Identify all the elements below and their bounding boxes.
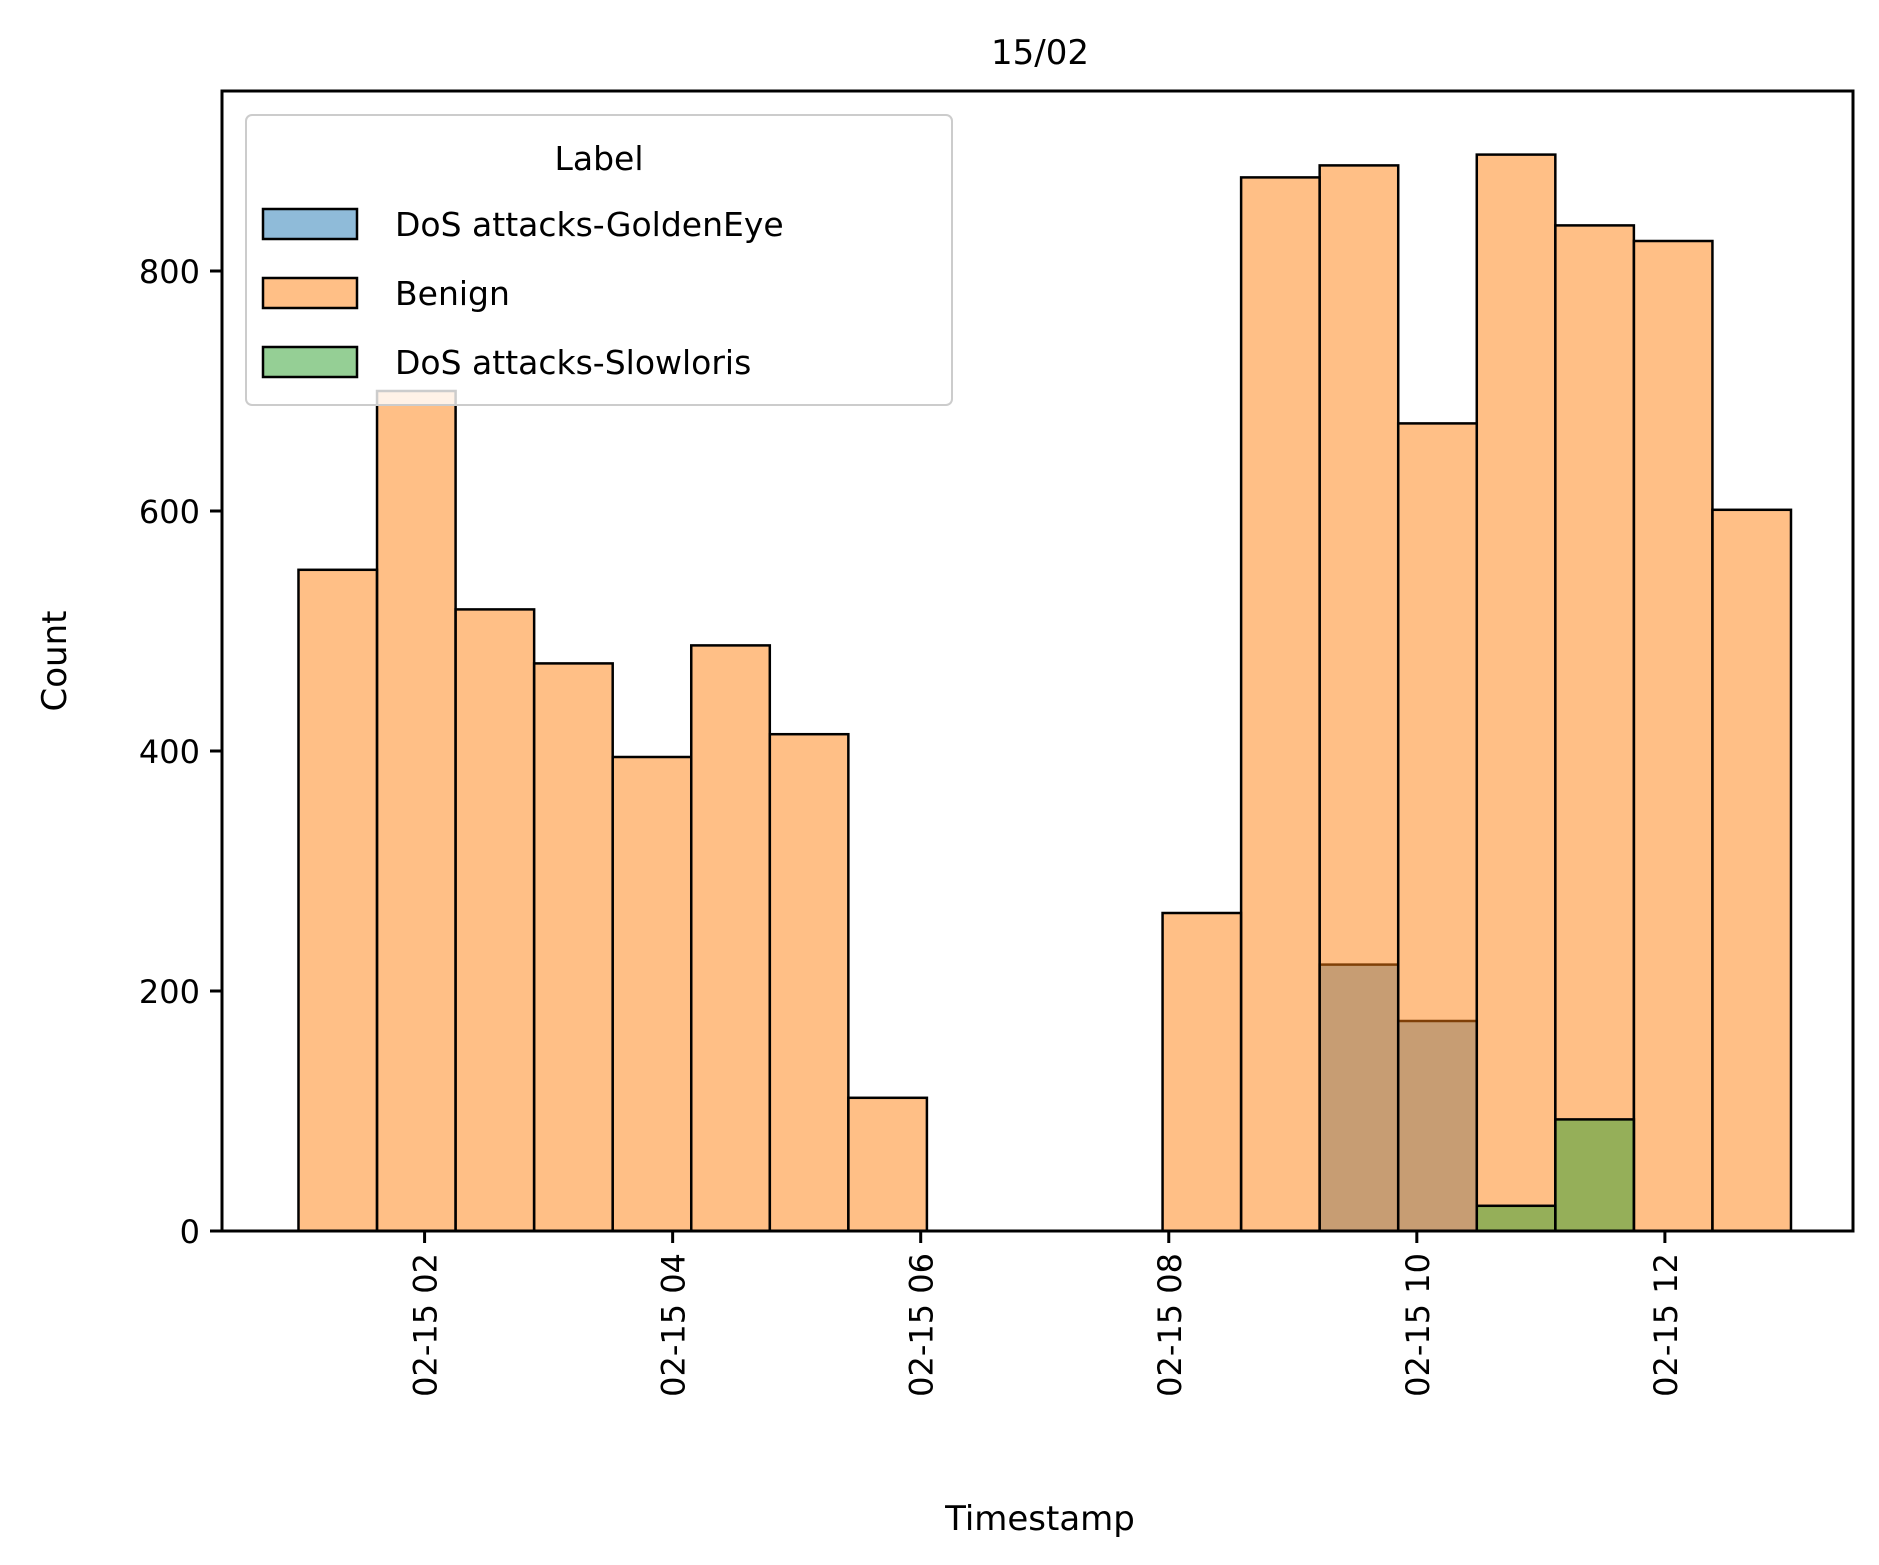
legend-box [245, 114, 953, 406]
bar-benign [454, 608, 536, 1233]
legend-label: DoS attacks-GoldenEye [395, 205, 784, 244]
bar-dos-attacks-slowloris [1554, 1118, 1636, 1233]
bar-benign [1161, 911, 1243, 1233]
chart-title: 15/02 [991, 33, 1089, 73]
bar-benign [1475, 153, 1557, 1233]
x-tick-label: 02-15 12 [1647, 1253, 1685, 1397]
x-tick-label: 02-15 02 [407, 1253, 445, 1397]
bar-benign [1632, 239, 1714, 1233]
bar-benign [1239, 176, 1321, 1233]
y-axis: 0 200 400 600 800 [139, 253, 222, 1251]
legend-swatch [261, 207, 359, 241]
x-axis: 02-15 02 02-15 04 02-15 06 02-15 08 02-15 10… [407, 1231, 1685, 1397]
legend-items: DoS attacks-GoldenEye Benign DoS attacks-S… [261, 205, 784, 382]
y-tick-label: 400 [139, 733, 200, 771]
bar-benign [611, 755, 693, 1233]
y-tick-label: 600 [139, 493, 200, 531]
bar-benign [1318, 164, 1400, 1233]
plot-frame [220, 89, 1855, 1233]
bar-benign [297, 568, 379, 1233]
x-tick-label: 02-15 10 [1399, 1253, 1437, 1397]
y-tick-label: 0 [180, 1213, 200, 1251]
bar-benign [1711, 508, 1793, 1233]
y-axis-label: Count [35, 611, 75, 712]
bar-benign [768, 732, 850, 1233]
y-tick-label: 800 [139, 253, 200, 291]
bars-layer [297, 153, 1793, 1233]
bar-benign [532, 662, 614, 1233]
bar-benign [847, 1096, 929, 1233]
legend-label: DoS attacks-Slowloris [395, 343, 751, 382]
legend-swatch [261, 345, 359, 379]
x-tick-label: 02-15 04 [655, 1253, 693, 1397]
legend-swatch [261, 276, 359, 310]
bar-benign [1554, 224, 1636, 1233]
bar-benign [689, 644, 772, 1233]
x-tick-label: 02-15 08 [1151, 1253, 1189, 1397]
x-tick-label: 02-15 06 [903, 1253, 941, 1397]
x-axis-label: Timestamp [944, 1499, 1135, 1539]
y-tick-label: 200 [139, 973, 200, 1011]
legend-label: Benign [395, 274, 510, 313]
bar-dos-attacks-slowloris [1475, 1204, 1557, 1233]
bar-benign [375, 389, 457, 1233]
bar-benign [1396, 422, 1479, 1233]
legend-title: Label [554, 139, 643, 178]
